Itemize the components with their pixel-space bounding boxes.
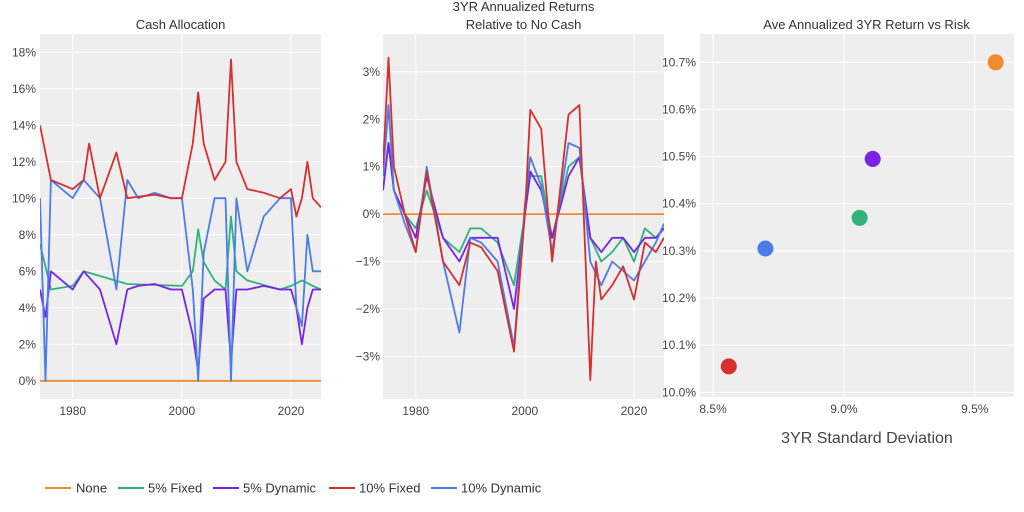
legend-label-10pct-dynamic: 10% Dynamic <box>461 481 542 496</box>
y-tick-label: −1% <box>356 255 381 269</box>
y-tick-label: 10.4% <box>662 197 696 211</box>
plot-area-0 <box>40 34 321 399</box>
cash-allocation-panel: Cash Allocation 1980 2000 2020 0% 2% 4% 6% 8% 10… <box>12 17 321 418</box>
y-tick-label: 6% <box>19 264 37 278</box>
legend-item-5pct-fixed[interactable]: 5% Fixed <box>118 481 202 496</box>
y-tick-label: −3% <box>356 349 381 363</box>
y-tick-label: 10% <box>12 191 36 205</box>
legend: None 5% Fixed 5% Dynamic 10% Fixed 10% D… <box>45 481 542 496</box>
series-line-5pct-dynamic <box>383 142 664 310</box>
x-tick-label: 9.5% <box>961 402 989 416</box>
y-tick-label: 10.2% <box>662 291 696 305</box>
x-tick-label: 1980 <box>402 404 429 418</box>
y-tick-label: 3% <box>363 65 381 79</box>
y-tick-label: 1% <box>363 160 381 174</box>
y-tick-label: 10.7% <box>662 55 696 69</box>
scatter-point-5pct-fixed <box>851 209 868 226</box>
series-line-10pct-fixed <box>383 56 664 381</box>
y-tick-label: 10.5% <box>662 150 696 164</box>
y-tick-label: 8% <box>19 228 37 242</box>
x-tick-label: 2000 <box>169 404 196 418</box>
y-tick-label: 14% <box>12 118 36 132</box>
legend-item-10pct-dynamic[interactable]: 10% Dynamic <box>431 481 542 496</box>
legend-item-10pct-fixed[interactable]: 10% Fixed <box>329 481 420 496</box>
legend-label-10pct-fixed: 10% Fixed <box>359 481 420 496</box>
series-line-10pct-fixed <box>40 58 321 218</box>
y-tick-label: 10.3% <box>662 244 696 258</box>
y-tick-label: 0% <box>19 374 37 388</box>
legend-label-none: None <box>76 481 107 496</box>
cash-allocation-title: Cash Allocation <box>136 17 226 32</box>
y-tick-label: 2% <box>363 112 381 126</box>
y-tick-label: 10.1% <box>662 338 696 352</box>
x-tick-label: 8.5% <box>699 402 727 416</box>
x-tick-label: 2020 <box>278 404 305 418</box>
relative-returns-panel: 3YR Annualized Returns Relative to No Ca… <box>356 0 664 418</box>
x-tick-label: 1980 <box>59 404 86 418</box>
y-tick-label: 0% <box>363 207 381 221</box>
y-tick-label: 10.6% <box>662 102 696 116</box>
return-vs-risk-title: Ave Annualized 3YR Return vs Risk <box>763 17 970 32</box>
return-vs-risk-panel: Ave Annualized 3YR Return vs Risk 3YR St… <box>662 17 1014 447</box>
return-vs-risk-x-axis-label: 3YR Standard Deviation <box>781 430 953 447</box>
series-group <box>383 56 664 381</box>
y-tick-label: 2% <box>19 337 37 351</box>
y-tick-label: 12% <box>12 155 36 169</box>
scatter-point-5pct-dynamic <box>864 150 881 167</box>
y-tick-label: 18% <box>12 45 36 59</box>
x-tick-label: 9.0% <box>830 402 858 416</box>
x-tick-label: 2020 <box>621 404 648 418</box>
legend-item-none[interactable]: None <box>45 481 107 496</box>
y-tick-label: −2% <box>356 302 381 316</box>
y-tick-label: 4% <box>19 301 37 315</box>
series-group <box>40 58 321 382</box>
scatter-point-10pct-fixed <box>720 358 737 375</box>
series-line-10pct-dynamic <box>40 179 321 382</box>
legend-label-5pct-fixed: 5% Fixed <box>148 481 202 496</box>
y-tick-label: 16% <box>12 82 36 96</box>
legend-label-5pct-dynamic: 5% Dynamic <box>243 481 316 496</box>
x-tick-label: 2000 <box>512 404 539 418</box>
relative-returns-title-line-1: 3YR Annualized Returns <box>453 0 595 14</box>
y-tick-label: 10.0% <box>662 385 696 399</box>
relative-returns-title-line-2: Relative to No Cash <box>466 17 582 32</box>
scatter-point-none <box>987 54 1004 71</box>
legend-item-5pct-dynamic[interactable]: 5% Dynamic <box>213 481 316 496</box>
scatter-point-10pct-dynamic <box>757 240 774 257</box>
